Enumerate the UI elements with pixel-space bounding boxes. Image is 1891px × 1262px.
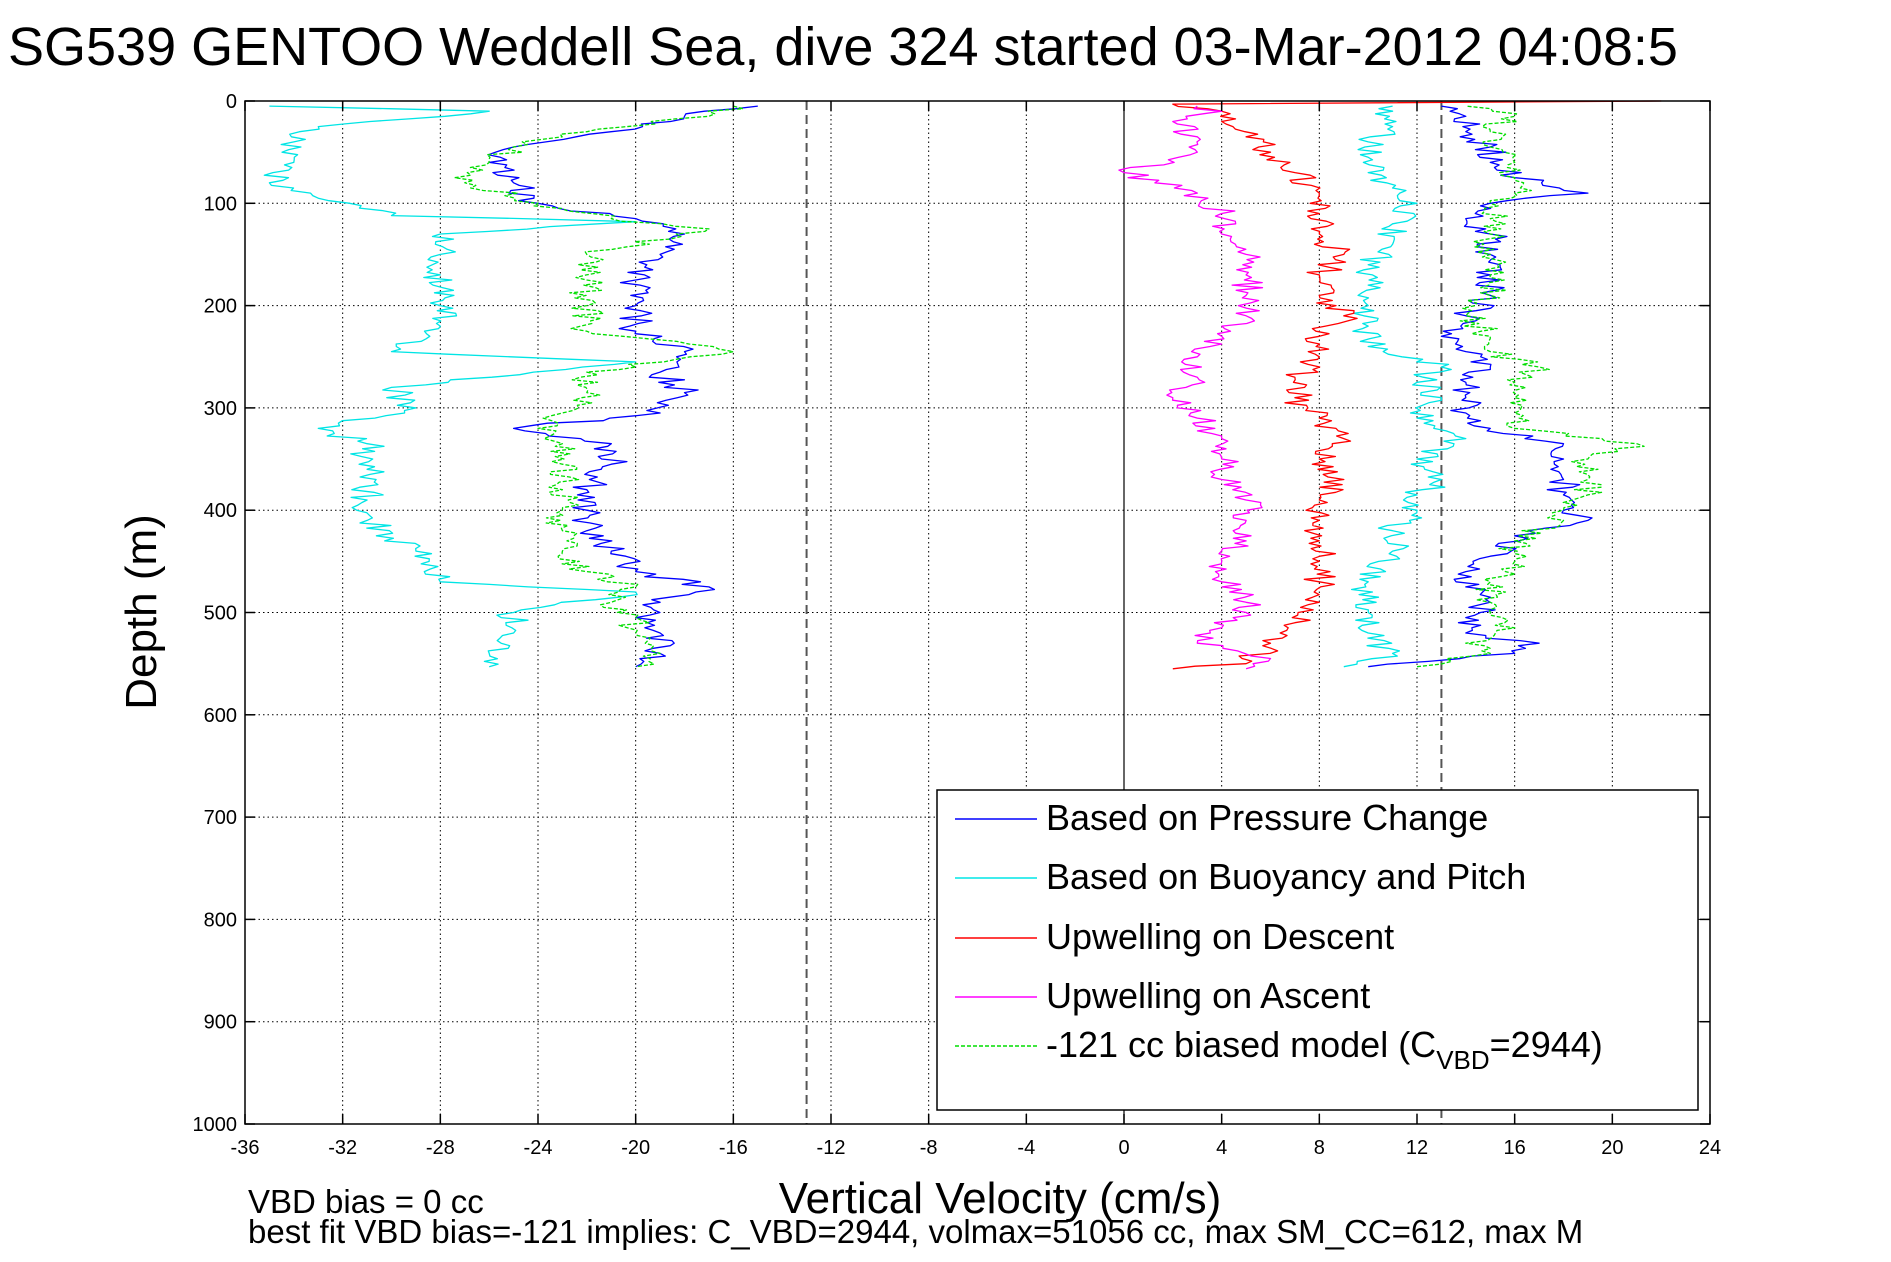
best-fit-note: best fit VBD bias=-121 implies: C_VBD=29…: [248, 1213, 1583, 1250]
y-tick-label: 300: [204, 398, 237, 420]
legend-box: [936, 789, 1699, 1111]
series-upwelling-on-descent: [1172, 100, 1662, 670]
series-based-on-buoyancy-and-pitch: [263, 105, 1467, 668]
legend-label: Upwelling on Ascent: [1046, 975, 1370, 1016]
x-tick-label: 12: [1406, 1137, 1428, 1159]
x-tick-label: 4: [1216, 1137, 1227, 1159]
x-tick-label: -32: [328, 1137, 357, 1159]
chart-title: SG539 GENTOO Weddell Sea, dive 324 start…: [8, 17, 1678, 77]
legend: Based on Pressure Change Based on Buoyanc…: [936, 789, 1699, 1111]
x-axis-ticks: -36 -32 -28 -24 -20 -16 -12 -8 -4 0 4 8 12 16 20 24: [231, 101, 1721, 1159]
x-tick-label: 8: [1314, 1137, 1325, 1159]
x-tick-label: -20: [621, 1137, 650, 1159]
y-tick-label: 200: [204, 296, 237, 318]
y-axis-ticks: 0 100 200 300 400 500 600 700 800 900 1000: [193, 91, 1710, 1136]
y-tick-label: 400: [204, 500, 237, 522]
y-tick-label: 1000: [193, 1114, 238, 1136]
x-tick-label: -24: [524, 1137, 553, 1159]
series-line: [1343, 105, 1467, 668]
x-tick-label: -4: [1017, 1137, 1035, 1159]
series-upwelling-on-ascent: [1118, 105, 1272, 670]
x-tick-label: -28: [426, 1137, 455, 1159]
y-tick-label: 600: [204, 705, 237, 727]
x-tick-label: 0: [1118, 1137, 1129, 1159]
series-line: [1368, 105, 1593, 668]
y-axis-label: Depth (m): [117, 514, 166, 710]
y-tick-label: 800: [204, 909, 237, 931]
y-tick-label: 100: [204, 193, 237, 215]
x-tick-label: 20: [1601, 1137, 1623, 1159]
x-tick-label: -16: [719, 1137, 748, 1159]
x-tick-label: 24: [1699, 1137, 1721, 1159]
y-tick-label: 900: [204, 1012, 237, 1034]
y-tick-label: 500: [204, 603, 237, 625]
series-line: [1416, 105, 1645, 668]
x-tick-label: -8: [920, 1137, 938, 1159]
series-based-on-pressure-change: [487, 105, 1593, 668]
legend-label: Upwelling on Descent: [1046, 916, 1394, 957]
series-group: [263, 100, 1662, 670]
legend-label: Based on Pressure Change: [1046, 797, 1488, 838]
series-line: [1118, 105, 1272, 670]
series-line: [453, 105, 744, 668]
series-line: [1172, 100, 1662, 670]
x-tick-label: -12: [817, 1137, 846, 1159]
x-axis-label: Vertical Velocity (cm/s): [779, 1174, 1222, 1223]
legend-label: -121 cc biased model (CVBD=2944): [1046, 1024, 1603, 1075]
legend-label: Based on Buoyancy and Pitch: [1046, 856, 1526, 897]
y-tick-label: 0: [226, 91, 237, 113]
y-tick-label: 700: [204, 807, 237, 829]
x-tick-label: 16: [1504, 1137, 1526, 1159]
vbd-bias-note: VBD bias = 0 cc: [248, 1183, 484, 1220]
series-line: [487, 105, 758, 668]
series-line: [263, 105, 638, 668]
x-tick-label: -36: [231, 1137, 260, 1159]
series-121-cc-biased-model-c-vbd-2944: [453, 105, 1645, 668]
